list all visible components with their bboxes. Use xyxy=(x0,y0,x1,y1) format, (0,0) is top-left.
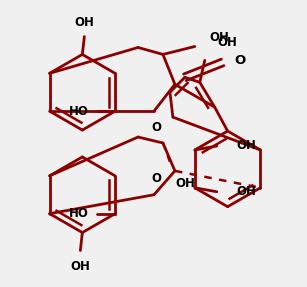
Text: O: O xyxy=(151,121,161,134)
Text: O: O xyxy=(151,172,161,185)
Text: HO: HO xyxy=(69,207,89,220)
Text: O: O xyxy=(235,54,246,67)
Text: OH: OH xyxy=(237,185,257,198)
Text: OH: OH xyxy=(70,260,90,274)
Text: HO: HO xyxy=(69,105,89,118)
Text: OH: OH xyxy=(210,32,230,44)
Text: OH: OH xyxy=(175,177,195,190)
Text: OH: OH xyxy=(237,139,257,152)
Text: OH: OH xyxy=(74,15,94,29)
Text: OH: OH xyxy=(218,36,238,49)
